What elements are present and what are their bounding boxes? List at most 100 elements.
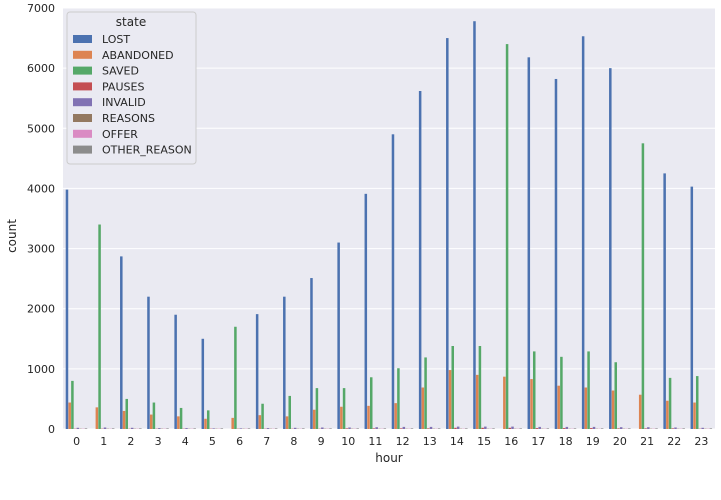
legend-swatch — [73, 145, 92, 154]
bar-pauses — [535, 428, 539, 429]
bar-pauses — [590, 428, 593, 429]
bar-pauses — [644, 428, 647, 429]
bar-invalid — [619, 427, 623, 429]
bar-lost — [201, 338, 205, 429]
bar-other-reason — [139, 428, 142, 429]
x-tick-label: 5 — [209, 435, 216, 448]
bar-abandoned — [611, 390, 615, 429]
x-tick-label: 22 — [667, 435, 681, 448]
bar-pauses — [562, 428, 566, 429]
bars — [65, 21, 713, 430]
bar-pauses — [617, 428, 620, 429]
x-tick-label: 10 — [341, 435, 355, 448]
y-tick-labels: 0 1000 2000 3000 4000 5000 6000 7000 — [27, 2, 55, 436]
bar-other-reason — [600, 428, 604, 429]
bar-other-reason — [220, 428, 224, 429]
bar-other-reason — [410, 428, 414, 429]
bar-abandoned — [204, 418, 207, 429]
bar-saved — [71, 380, 74, 429]
y-tick-label: 5000 — [27, 122, 55, 135]
bar-lost — [554, 78, 558, 430]
bar-invalid — [592, 426, 596, 429]
bar-invalid — [76, 427, 80, 429]
legend-swatch — [73, 50, 92, 59]
x-tick-label: 3 — [155, 435, 162, 448]
bar-pauses — [481, 427, 484, 429]
bar-other-reason — [519, 428, 522, 429]
bar-abandoned — [394, 403, 397, 429]
bar-saved — [560, 356, 563, 429]
bar-abandoned — [367, 405, 370, 429]
bar-abandoned — [68, 402, 71, 429]
bar-invalid — [375, 427, 378, 429]
bar-lost — [391, 134, 395, 430]
x-tick-label: 1 — [100, 435, 107, 448]
grid-lines — [63, 7, 715, 430]
legend-swatch — [73, 98, 92, 107]
bar-other-reason — [465, 428, 468, 429]
bar-lost — [690, 186, 694, 429]
bar-saved — [206, 410, 210, 429]
bar-lost — [283, 296, 286, 429]
bar-abandoned — [312, 409, 316, 429]
bar-abandoned — [448, 370, 452, 429]
bar-saved — [152, 402, 156, 429]
bar-abandoned — [666, 400, 669, 429]
x-tick-label: 23 — [694, 435, 708, 448]
bar-other-reason — [274, 428, 278, 429]
bar-pauses — [372, 428, 376, 429]
bar-saved — [234, 326, 237, 429]
x-axis-label: hour — [375, 451, 403, 465]
bar-saved — [424, 357, 427, 429]
bar-abandoned — [693, 402, 696, 429]
bar-other-reason — [573, 428, 577, 429]
bar-lost — [473, 21, 476, 430]
bar-pauses — [454, 427, 457, 429]
legend-box — [66, 11, 197, 165]
bar-saved — [668, 377, 672, 429]
bar-saved — [315, 388, 319, 429]
y-tick-label: 3000 — [27, 243, 55, 256]
legend-swatch — [73, 66, 92, 75]
bar-lost — [255, 314, 259, 429]
legend-label: INVALID — [102, 96, 146, 109]
bar-other-reason — [709, 428, 713, 429]
bar-invalid — [429, 426, 433, 429]
legend-swatch — [73, 35, 92, 43]
bar-other-reason — [247, 428, 251, 429]
bar-other-reason — [655, 428, 658, 429]
bar-invalid — [674, 427, 677, 429]
legend-swatch — [73, 82, 92, 91]
bar-other-reason — [166, 428, 169, 429]
bar-abandoned — [177, 416, 180, 429]
bar-invalid — [212, 428, 215, 429]
bar-other-reason — [84, 428, 88, 429]
legend-label: OTHER_REASON — [102, 144, 192, 157]
x-tick-label: 14 — [450, 435, 464, 448]
bar-saved — [587, 351, 590, 429]
x-tick-label: 7 — [263, 435, 270, 448]
bar-other-reason — [437, 428, 441, 429]
legend-swatch — [73, 114, 92, 122]
legend-items: LOST ABANDONED SAVED PAUSES INVALID REASONS OF… — [73, 33, 192, 157]
bar-abandoned — [285, 416, 289, 429]
bar-lost — [446, 38, 449, 429]
bar-pauses — [671, 428, 675, 429]
bar-abandoned — [149, 414, 153, 429]
bar-lost — [527, 57, 531, 430]
y-tick-label: 4000 — [27, 182, 55, 195]
bar-lost — [663, 173, 666, 429]
legend-label: SAVED — [102, 65, 139, 78]
bar-invalid — [348, 427, 351, 429]
bar-other-reason — [383, 428, 387, 429]
bar-invalid — [402, 426, 406, 429]
bar-other-reason — [628, 428, 631, 429]
y-tick-label: 6000 — [27, 62, 55, 75]
bar-saved — [695, 376, 699, 429]
x-tick-label: 18 — [559, 435, 573, 448]
x-tick-label: 9 — [318, 435, 325, 448]
legend-label: OFFER — [102, 128, 138, 141]
bar-abandoned — [421, 387, 425, 429]
bar-other-reason — [492, 428, 495, 429]
